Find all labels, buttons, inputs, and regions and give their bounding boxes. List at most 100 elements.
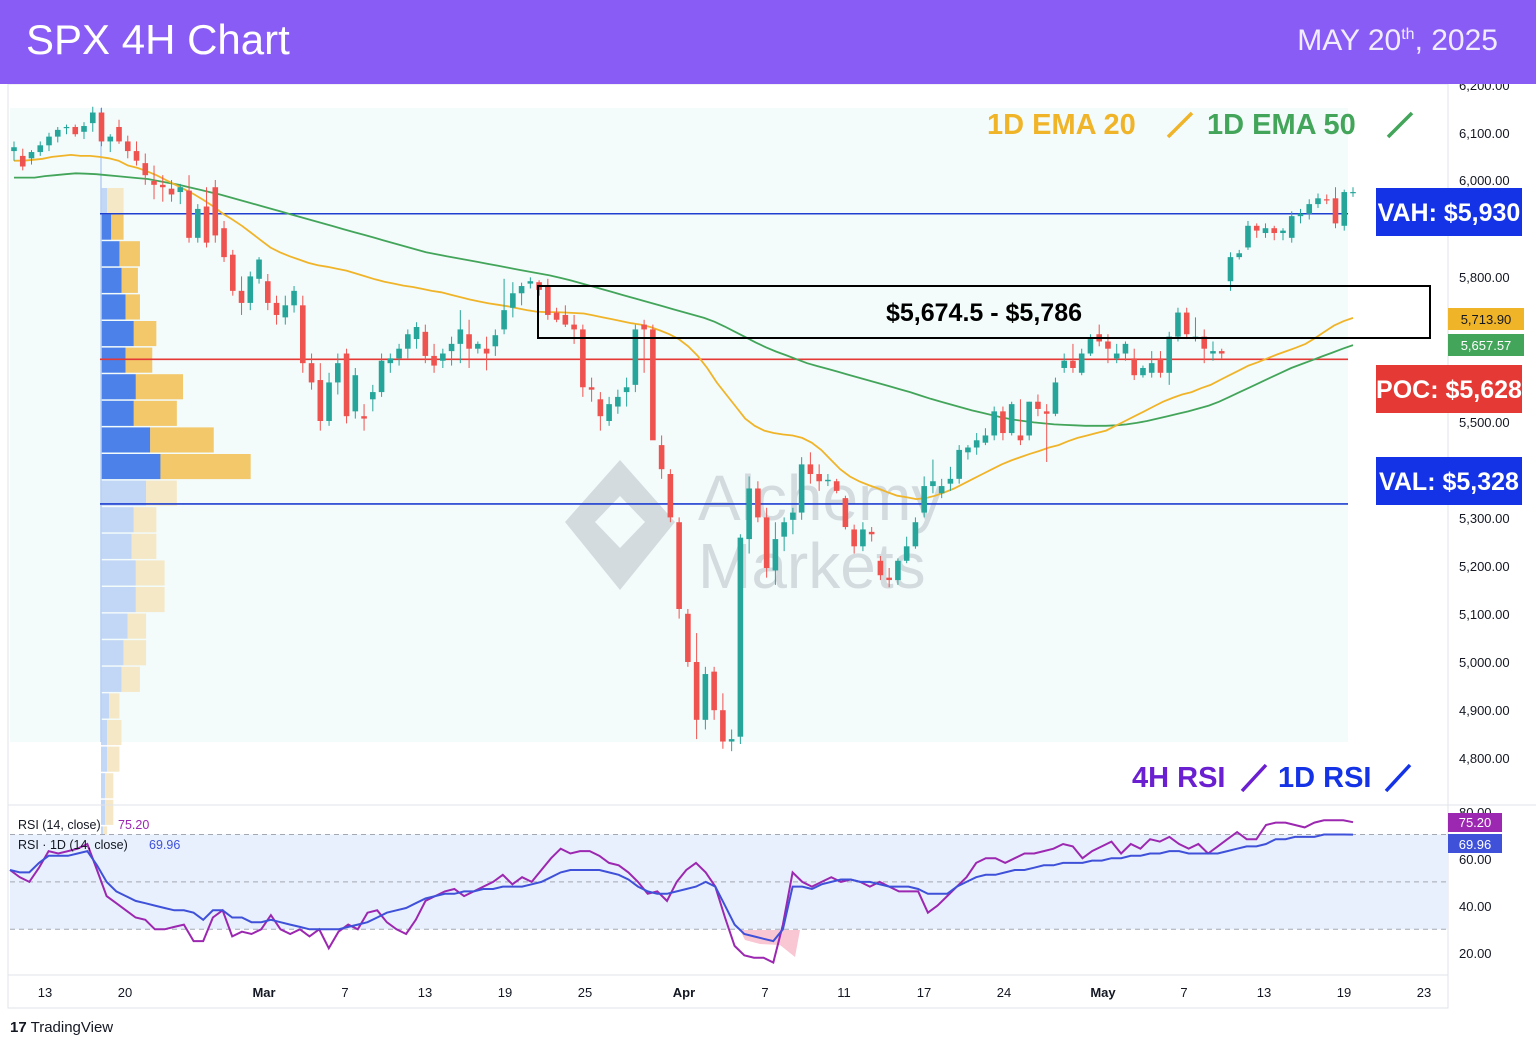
legend-rsi4h: 4H RSI (1132, 762, 1225, 794)
candle-body (860, 529, 866, 547)
watermark-logo-icon (565, 460, 675, 590)
candle-body (973, 440, 980, 448)
candle-body (746, 488, 752, 540)
candle-body (1262, 228, 1269, 234)
candle-body (1236, 253, 1243, 258)
candle-body (606, 404, 612, 421)
candle-body (221, 228, 227, 258)
chart-title: SPX 4H Chart (26, 16, 290, 63)
candle-body (1227, 257, 1234, 282)
candle-body (151, 180, 157, 185)
candle-body (588, 387, 595, 390)
candle-body (571, 324, 577, 330)
vp-bar-down (107, 720, 122, 746)
candle-body (378, 360, 385, 393)
candle-body (501, 310, 507, 330)
vp-bar-up (101, 321, 134, 347)
candle-body (755, 488, 761, 518)
vp-bar-up (101, 427, 151, 453)
x-tick: 7 (1180, 985, 1187, 1000)
vp-bar-down (105, 773, 114, 799)
vp-bar-up (101, 560, 136, 586)
rsi-legend-value: 75.20 (118, 818, 149, 832)
resistance-zone-label: $5,674.5 - $5,786 (886, 299, 1082, 327)
candle-body (1052, 382, 1059, 414)
ema20-price-tag (1448, 308, 1524, 330)
candle-body (1122, 343, 1129, 354)
candle-body (81, 126, 87, 132)
candle-body (326, 382, 332, 421)
vp-bar-up (101, 720, 108, 746)
tradingview-logo[interactable]: 17 TradingView (10, 1019, 113, 1036)
date-year: , 2025 (1414, 24, 1498, 57)
candle-body (877, 560, 884, 576)
candle-body (868, 531, 875, 535)
rsi-tick: 60.00 (1459, 852, 1492, 867)
level-badge-poc (1376, 365, 1522, 413)
candle-body (1026, 401, 1032, 436)
candle-body (1140, 367, 1146, 376)
vp-bar-up (101, 267, 122, 293)
candle-body (343, 353, 350, 417)
vp-bar-down (121, 666, 140, 692)
candle-body (159, 184, 166, 188)
level-badge-text-val: VAL: $5,328 (1379, 468, 1519, 496)
price-tick: 6,200.00 (1459, 84, 1510, 93)
candle-body (623, 387, 630, 393)
price-tick: 5,800.00 (1459, 270, 1510, 285)
vp-bar-up (101, 613, 128, 639)
vp-bar-up (101, 241, 120, 267)
candle-body (370, 392, 376, 400)
vp-bar-down (135, 587, 165, 613)
vp-bar-up (101, 746, 108, 772)
candle-body (1113, 353, 1120, 359)
vp-bar-up (101, 214, 112, 240)
candle-body (1315, 198, 1321, 205)
candle-body (63, 126, 70, 129)
candle-body (273, 302, 280, 315)
candle-body (1271, 228, 1278, 234)
date-suffix: th (1401, 26, 1415, 43)
vp-bar-up (101, 400, 134, 426)
tv-icon: 17 (10, 1019, 27, 1036)
vp-bar-down (125, 347, 153, 373)
candle-body (562, 314, 569, 325)
x-tick: 19 (1337, 985, 1351, 1000)
x-tick: 7 (761, 985, 768, 1000)
price-tick: 5,500.00 (1459, 415, 1510, 430)
candle-body (702, 674, 709, 720)
candle-body (728, 739, 735, 742)
candle-body (422, 331, 429, 356)
x-tick: 25 (578, 985, 592, 1000)
candle-body (186, 190, 192, 238)
candle-body (413, 327, 420, 340)
chart-date: MAY 20th, 2025 (1297, 24, 1498, 58)
vp-bar-down (107, 746, 120, 772)
rsi1d-value-tag (1448, 834, 1502, 853)
candle-body (711, 671, 717, 711)
candle-body (527, 281, 534, 284)
candle-body (19, 155, 26, 167)
candle-body (396, 348, 402, 359)
candle-body (956, 449, 962, 479)
candle-body (203, 206, 210, 243)
vp-bar-down (111, 214, 124, 240)
candle-body (685, 613, 691, 662)
candle-body (11, 147, 17, 152)
level-badge-text-vah: VAH: $5,930 (1378, 199, 1521, 227)
candle-body (1008, 404, 1015, 434)
x-tick: 23 (1417, 985, 1431, 1000)
vp-bar-down (131, 533, 157, 559)
x-tick: 17 (917, 985, 931, 1000)
level-badge-text-poc: POC: $5,628 (1376, 376, 1522, 404)
candle-body (851, 529, 857, 547)
candle-body (1157, 358, 1164, 373)
vp-bar-down (123, 640, 147, 666)
candle-body (982, 435, 989, 443)
candle-body (1201, 336, 1208, 349)
vp-bar-down (150, 427, 214, 453)
watermark-logo-cut (595, 496, 645, 548)
vp-bar-down (135, 374, 183, 400)
rsi-line-1 (9, 833, 1354, 943)
